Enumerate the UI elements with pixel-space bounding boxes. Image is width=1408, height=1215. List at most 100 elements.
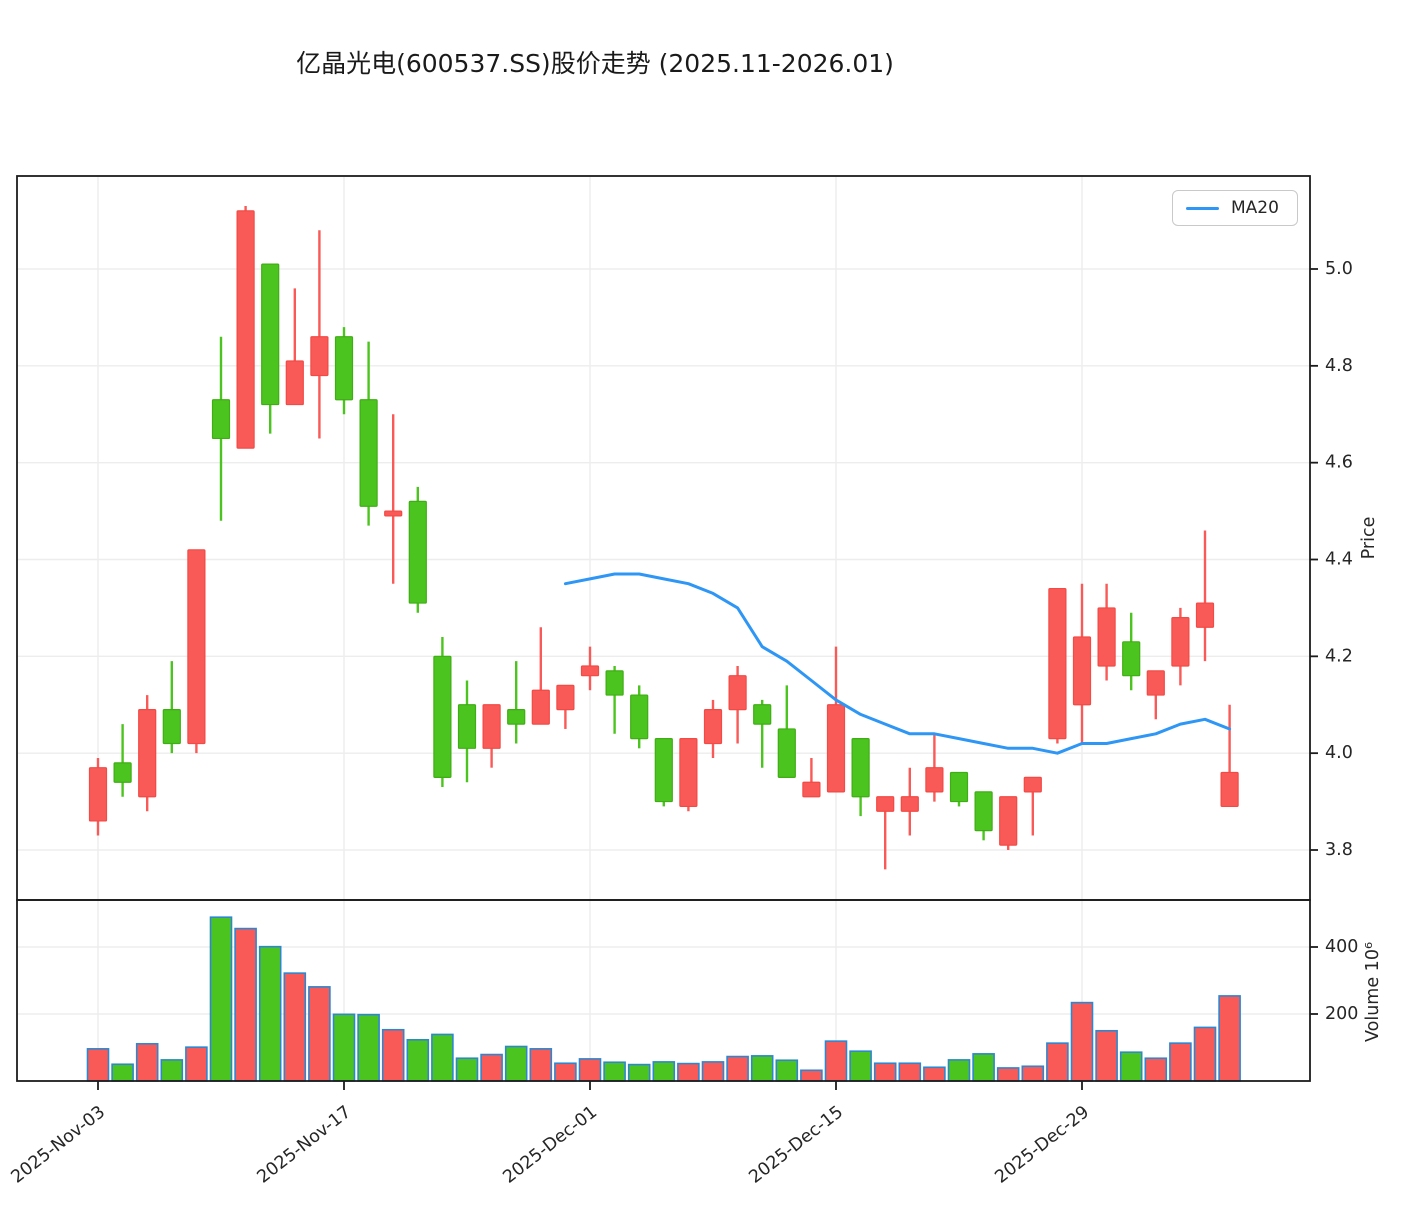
candle-body xyxy=(605,670,624,696)
candle-body xyxy=(359,399,378,507)
candle-body xyxy=(310,336,329,377)
candle-body xyxy=(334,336,354,401)
volume-bar xyxy=(1095,1029,1118,1082)
candle-body xyxy=(1220,771,1239,808)
candle-body xyxy=(703,708,723,745)
volume-bar xyxy=(578,1058,602,1082)
candle-body xyxy=(999,796,1018,846)
volume-bar xyxy=(1193,1026,1217,1082)
candle-body xyxy=(826,704,846,793)
ma20-legend-line-icon xyxy=(1186,206,1219,210)
candle-body xyxy=(1195,602,1215,628)
volume-bar xyxy=(677,1062,700,1082)
volume-bar xyxy=(455,1057,479,1082)
candle-body xyxy=(162,708,181,745)
volume-bar xyxy=(185,1046,208,1082)
candle-body xyxy=(728,675,747,711)
candle-body xyxy=(531,689,550,725)
volume-bar xyxy=(504,1045,528,1082)
candle-body xyxy=(1097,607,1116,667)
candle-body xyxy=(1048,587,1067,740)
legend: MA20 xyxy=(1172,190,1298,226)
volume-bar xyxy=(947,1059,971,1082)
candle-body xyxy=(1146,670,1165,696)
candle-body xyxy=(876,796,895,812)
ma20-line xyxy=(563,572,1232,755)
candle-body xyxy=(236,210,255,449)
volume-bar xyxy=(750,1055,774,1082)
price-tick-label: 3.8 xyxy=(1325,840,1353,860)
volume-bar xyxy=(1046,1042,1069,1082)
volume-bar xyxy=(480,1053,503,1082)
volume-bar xyxy=(406,1038,430,1082)
volume-bar xyxy=(923,1066,946,1082)
volume-bar xyxy=(1070,1001,1094,1082)
candle-body xyxy=(949,771,969,803)
candle-body xyxy=(88,767,108,822)
volume-bar xyxy=(160,1059,184,1082)
volume-bar xyxy=(135,1043,159,1082)
volume-bar xyxy=(1218,995,1241,1082)
price-tick-label: 4.0 xyxy=(1325,743,1353,763)
candle-body xyxy=(1072,636,1092,706)
volume-bar xyxy=(357,1013,380,1082)
ma20-legend-label: MA20 xyxy=(1231,198,1279,218)
price-tick-label: 4.8 xyxy=(1325,356,1353,376)
volume-bar xyxy=(86,1048,110,1082)
volume-bar xyxy=(627,1063,651,1082)
price-tick-label: 4.4 xyxy=(1325,550,1353,570)
candle-body xyxy=(384,510,403,517)
candle-body xyxy=(925,767,944,793)
price-tick-label: 4.2 xyxy=(1325,646,1353,666)
volume-bar xyxy=(1119,1051,1143,1082)
volume-bar xyxy=(332,1013,356,1082)
volume-bar xyxy=(652,1061,676,1082)
candle-body xyxy=(285,360,304,406)
volume-bar xyxy=(111,1063,134,1082)
volume-bar xyxy=(873,1062,897,1082)
candle-body xyxy=(630,694,649,740)
x-tick-label: 2025-Nov-03 xyxy=(8,1102,109,1187)
candle-body xyxy=(777,728,796,778)
volume-bar xyxy=(1144,1057,1168,1082)
volume-bar xyxy=(726,1055,749,1082)
volume-tick-label: 200 xyxy=(1325,1004,1358,1024)
candle-body xyxy=(138,708,157,798)
x-tick-label: 2025-Dec-15 xyxy=(745,1102,847,1188)
volume-bar xyxy=(1169,1042,1192,1082)
candle-body xyxy=(679,738,698,808)
candle-body xyxy=(974,791,993,832)
candle-body xyxy=(753,704,772,725)
volume-bar xyxy=(701,1061,725,1082)
volume-bar xyxy=(381,1028,405,1082)
volume-panel-border xyxy=(16,899,1311,1082)
candle-body xyxy=(654,738,673,803)
volume-tick-label: 400 xyxy=(1325,937,1358,957)
candle-body xyxy=(900,796,919,812)
candle-body xyxy=(457,704,477,749)
candle-body xyxy=(261,263,280,406)
volume-bar xyxy=(824,1040,848,1082)
volume-bar xyxy=(308,986,331,1082)
candle-body xyxy=(507,708,526,725)
candle-body xyxy=(556,684,575,711)
candle-body xyxy=(482,704,501,749)
volume-bar xyxy=(603,1061,626,1082)
candle-body xyxy=(1122,641,1141,677)
volume-bar xyxy=(554,1062,577,1082)
volume-bar xyxy=(849,1050,872,1082)
x-tick-label: 2025-Dec-29 xyxy=(991,1102,1093,1188)
volume-bar xyxy=(283,972,307,1082)
volume-bar xyxy=(234,927,257,1082)
volume-bar xyxy=(972,1053,995,1082)
volume-bar xyxy=(775,1059,799,1082)
x-tick-label: 2025-Dec-01 xyxy=(499,1102,601,1188)
price-tick-label: 4.6 xyxy=(1325,453,1353,473)
candle-body xyxy=(113,762,132,783)
candle-body xyxy=(211,399,231,440)
candle-body xyxy=(802,781,821,798)
volume-bar xyxy=(898,1062,922,1082)
volume-bar xyxy=(1021,1065,1045,1082)
